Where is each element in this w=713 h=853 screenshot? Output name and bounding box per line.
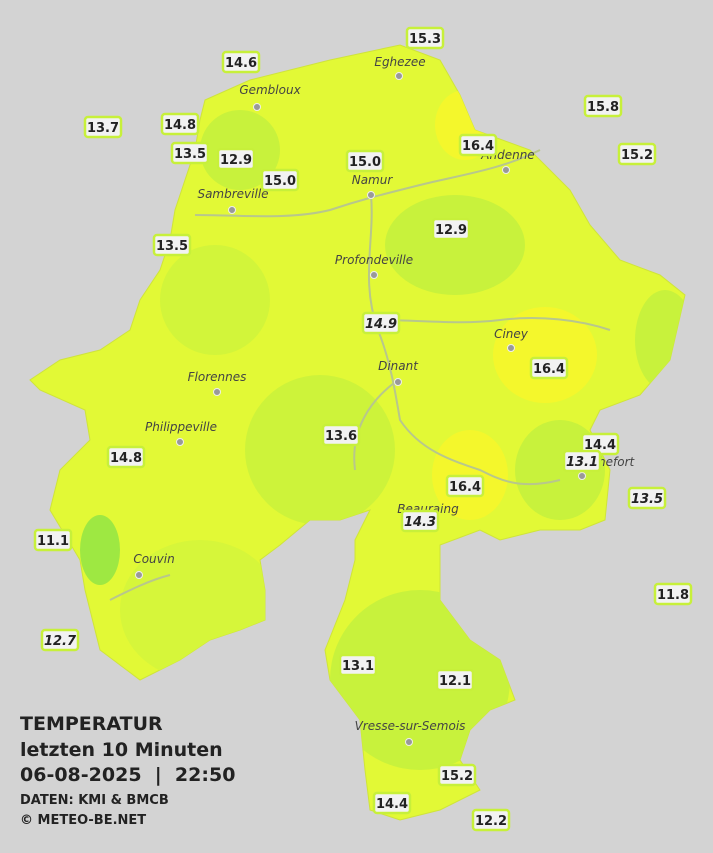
station-value: 12.9 xyxy=(220,153,252,168)
city-dot xyxy=(405,738,413,746)
station-box xyxy=(260,168,300,192)
station-box xyxy=(471,808,511,832)
cities: EghezeeGemblouxAndenneNamurSambrevillePr… xyxy=(133,55,636,746)
station-box xyxy=(431,217,471,241)
city-dot xyxy=(213,388,221,396)
station-value: 15.2 xyxy=(441,769,473,784)
station-box xyxy=(529,356,569,380)
station-box xyxy=(345,149,385,173)
city-label: Dinant xyxy=(378,359,419,373)
city-dot xyxy=(370,271,378,279)
station-value: 11.8 xyxy=(657,588,689,603)
temperature-zones xyxy=(80,90,685,770)
station-value: 13.7 xyxy=(87,121,119,136)
station-value: 13.5 xyxy=(156,239,188,254)
station-value: 14.4 xyxy=(376,797,408,812)
station-box xyxy=(216,147,256,171)
station-box xyxy=(170,141,210,165)
station-value: 16.4 xyxy=(462,139,494,154)
city-dot xyxy=(578,472,586,480)
station-value: 15.8 xyxy=(587,100,619,115)
city-dot xyxy=(395,72,403,80)
city-dot xyxy=(502,166,510,174)
station-box xyxy=(627,486,667,510)
station-value: 13.5 xyxy=(631,492,663,507)
city-label: Philippeville xyxy=(145,420,217,434)
station-box xyxy=(458,133,498,157)
title-datetime: 06-08-2025 | 22:50 xyxy=(20,764,235,786)
station-box xyxy=(445,474,485,498)
city-dot xyxy=(507,344,515,352)
title-source: DATEN: KMI & BMCB xyxy=(20,793,169,808)
city-label: Sambreville xyxy=(197,187,268,201)
station-value: 13.1 xyxy=(342,659,374,674)
city-label: Gembloux xyxy=(239,83,301,97)
city-dot xyxy=(394,378,402,386)
city-label: Profondeville xyxy=(335,253,413,267)
title-copyright: © METEO-BE.NET xyxy=(20,813,146,828)
station-value: 15.3 xyxy=(409,32,441,47)
station-value: 11.1 xyxy=(37,534,69,549)
city-label: Namur xyxy=(352,173,394,187)
station-box xyxy=(106,445,146,469)
station-value: 13.5 xyxy=(174,147,206,162)
city-label: Ciney xyxy=(494,327,529,341)
station-box xyxy=(338,653,378,677)
station-value: 15.2 xyxy=(621,148,653,163)
station-value: 14.3 xyxy=(404,515,436,530)
city-dot xyxy=(176,438,184,446)
station-box xyxy=(437,763,477,787)
station-box xyxy=(400,509,440,533)
title-period: letzten 10 Minuten xyxy=(20,739,223,761)
station-value: 12.9 xyxy=(435,223,467,238)
station-box xyxy=(361,311,401,335)
station-value: 14.8 xyxy=(164,118,196,133)
city-label: Couvin xyxy=(133,552,174,566)
station-box xyxy=(562,449,602,473)
legend-title: TEMPERATUR letzten 10 Minuten 06-08-2025… xyxy=(20,713,235,828)
station-box xyxy=(583,94,623,118)
station-value: 13.1 xyxy=(566,455,598,470)
station-box xyxy=(33,528,73,552)
station-box xyxy=(617,142,657,166)
station-value: 12.1 xyxy=(439,674,471,689)
station-box xyxy=(435,668,475,692)
city-label: Eghezee xyxy=(374,55,425,69)
station-value: 15.0 xyxy=(349,155,381,170)
title-heading: TEMPERATUR xyxy=(20,713,163,735)
station-value: 14.4 xyxy=(584,438,616,453)
station-value: 14.6 xyxy=(225,56,257,71)
station-box xyxy=(83,115,123,139)
station-box xyxy=(372,791,412,815)
city-label: Florennes xyxy=(188,370,247,384)
stations: 15.3 14.6 15.8 13.7 14.8 16.4 15.2 13.5 12.9 15.0… xyxy=(33,26,693,832)
city-dot xyxy=(135,571,143,579)
station-box xyxy=(40,628,80,652)
station-box xyxy=(653,582,693,606)
station-value: 15.0 xyxy=(264,174,296,189)
station-box xyxy=(221,50,261,74)
station-value: 14.9 xyxy=(365,317,397,332)
station-box xyxy=(152,233,192,257)
city-dot xyxy=(253,103,261,111)
station-value: 13.6 xyxy=(325,429,357,444)
station-value: 12.7 xyxy=(44,634,77,649)
station-box xyxy=(321,423,361,447)
city-dot xyxy=(228,206,236,214)
station-value: 16.4 xyxy=(449,480,481,495)
city-label: Vresse-sur-Semois xyxy=(355,719,466,733)
station-value: 12.2 xyxy=(475,814,507,829)
station-value: 14.8 xyxy=(110,451,142,466)
station-box xyxy=(160,112,200,136)
station-box xyxy=(405,26,445,50)
city-dot xyxy=(367,191,375,199)
station-value: 16.4 xyxy=(533,362,565,377)
